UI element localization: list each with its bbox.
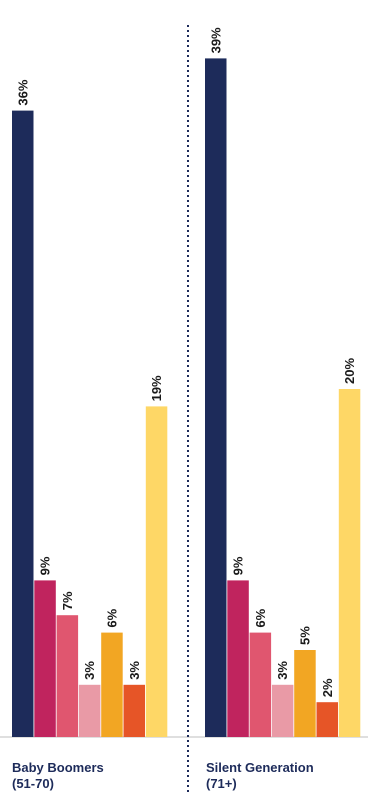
- bars-layer: 36% 9% 7% 3% 6% 3% 19% 39% 9% 6% 3% 5% 2% 20%: [12, 27, 361, 738]
- bar-value-label: 2%: [320, 678, 335, 697]
- bar-value-label: 36%: [15, 79, 30, 105]
- bar-value-label: 6%: [105, 608, 120, 627]
- bar-value-label: 20%: [342, 358, 357, 384]
- bar-value-label: 5%: [297, 626, 312, 645]
- bar-value-label: 39%: [208, 27, 223, 53]
- bar: [123, 684, 145, 737]
- bar: [101, 632, 123, 737]
- group-label-line2: (51-70): [12, 776, 54, 791]
- bar: [316, 702, 338, 737]
- group-label-silent-generation: Silent Generation (71+): [206, 760, 314, 792]
- bar-value-label: 3%: [275, 661, 290, 680]
- bar-value-label: 3%: [82, 661, 97, 680]
- bar: [56, 615, 79, 737]
- bar: [338, 389, 361, 737]
- bar: [249, 632, 272, 737]
- bar: [205, 58, 227, 737]
- bar-value-label: 3%: [127, 661, 142, 680]
- bar: [227, 580, 249, 737]
- bar: [145, 406, 168, 737]
- bar: [294, 650, 316, 737]
- group-label-line2: (71+): [206, 776, 237, 791]
- bar-value-label: 9%: [231, 556, 246, 575]
- group-label-baby-boomers: Baby Boomers (51-70): [12, 760, 104, 792]
- bar: [271, 684, 294, 737]
- group-label-line1: Silent Generation: [206, 760, 314, 775]
- group-label-line1: Baby Boomers: [12, 760, 104, 775]
- bar-value-label: 7%: [60, 591, 75, 610]
- bar-value-label: 6%: [253, 608, 268, 627]
- bar-value-label: 19%: [149, 375, 164, 401]
- bar: [12, 110, 34, 738]
- bar: [34, 580, 56, 737]
- bar-value-label: 9%: [38, 556, 53, 575]
- bar: [78, 684, 101, 737]
